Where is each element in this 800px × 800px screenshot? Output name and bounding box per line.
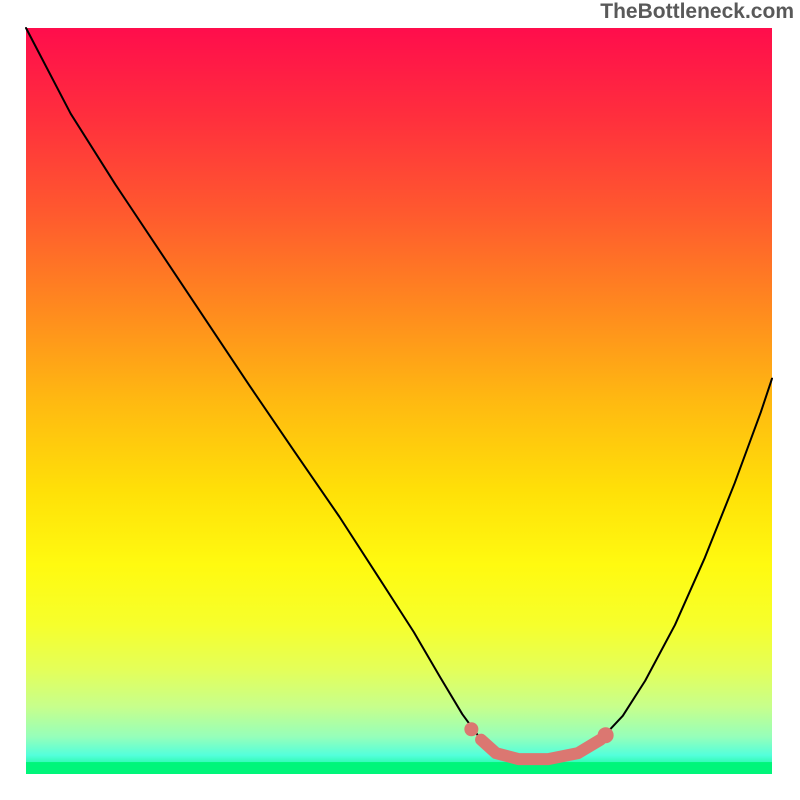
attribution-label: TheBottleneck.com xyxy=(600,0,794,24)
valley-dot-0 xyxy=(464,722,478,736)
chart-container: TheBottleneck.com xyxy=(0,0,800,800)
gradient-background xyxy=(26,28,772,774)
valley-dot-1 xyxy=(598,727,614,743)
plot-svg xyxy=(26,28,772,774)
bottom-band xyxy=(26,762,772,774)
